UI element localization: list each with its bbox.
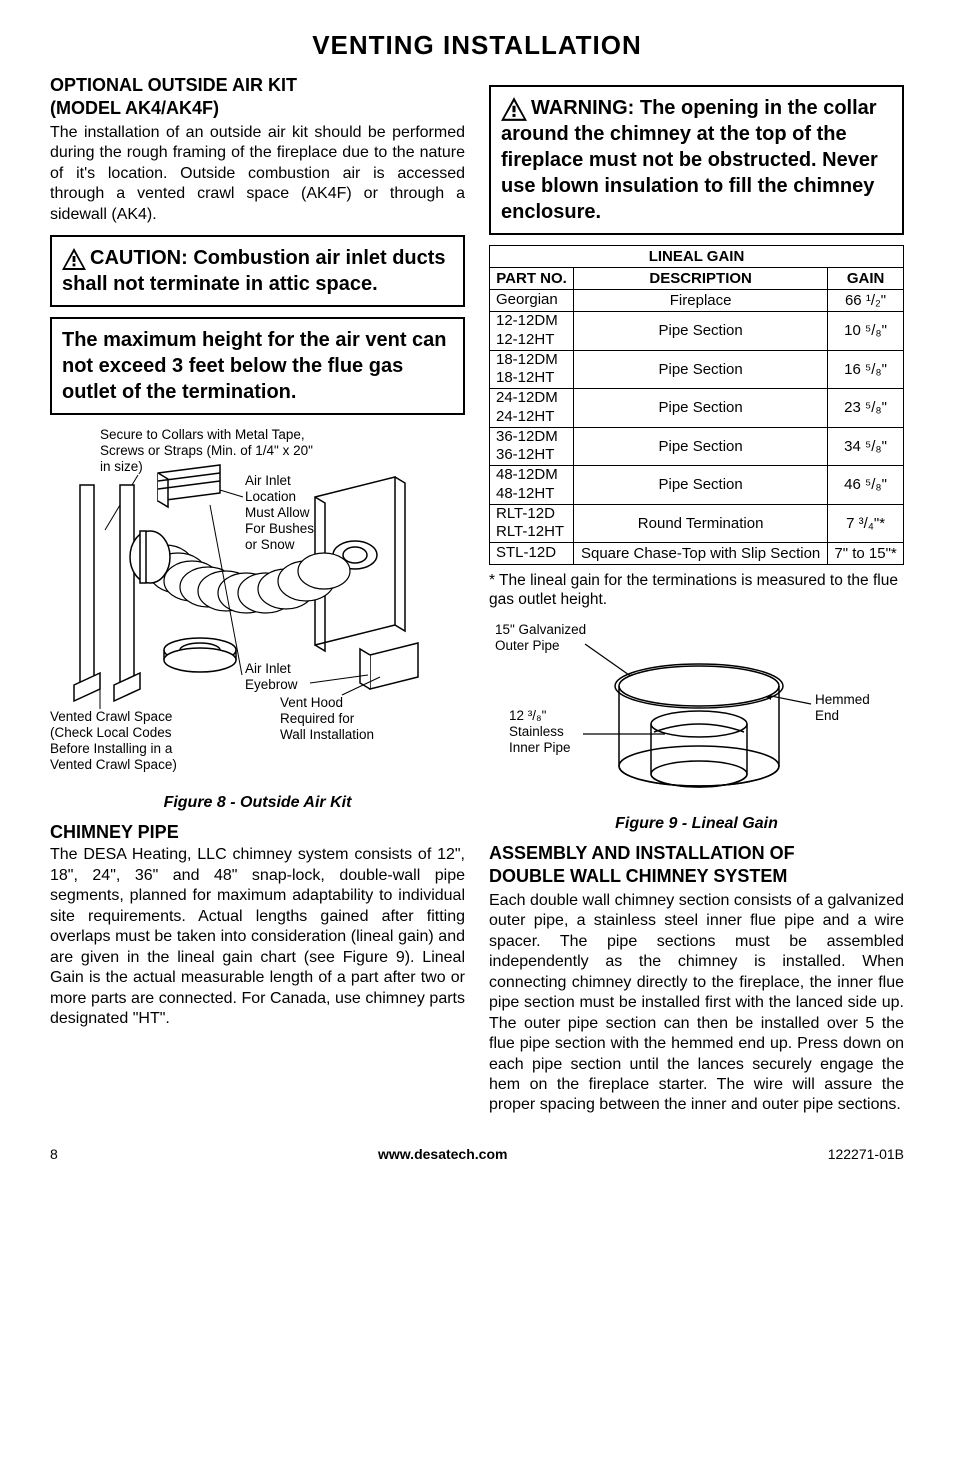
label-inlet-4: For Bushes <box>245 521 314 536</box>
label-vent-3: Wall Installation <box>280 727 374 742</box>
table-cell-gain: 7" to 15"* <box>828 543 904 565</box>
table-cell-description: Pipe Section <box>574 466 828 505</box>
warning-icon <box>62 248 86 270</box>
table-cell-partno: 18-12DM18-12HT <box>490 350 574 389</box>
label-crawl-2: (Check Local Codes <box>50 725 172 740</box>
table-row: 48-12DM48-12HTPipe Section46 ⁵/₈" <box>490 466 904 505</box>
label-vent-2: Required for <box>280 711 355 726</box>
table-row: GeorgianFireplace66 ¹/₂" <box>490 290 904 312</box>
label-inlet-5: or Snow <box>245 537 295 552</box>
warning-text: WARNING: The opening in the collar aroun… <box>501 97 878 223</box>
label-crawl-3: Before Installing in a <box>50 741 173 756</box>
caution-text: CAUTION: Combustion air inlet ducts shal… <box>62 247 446 295</box>
table-cell-partno: RLT-12DRLT-12HT <box>490 504 574 543</box>
table-cell-description: Pipe Section <box>574 312 828 351</box>
table-cell-description: Square Chase-Top with Slip Section <box>574 543 828 565</box>
table-row: RLT-12DRLT-12HTRound Termination7 ³/₄"* <box>490 504 904 543</box>
page-title: VENTING INSTALLATION <box>50 30 904 61</box>
table-cell-gain: 7 ³/₄"* <box>828 504 904 543</box>
label-inlet-3: Must Allow <box>245 505 310 520</box>
table-cell-description: Pipe Section <box>574 389 828 428</box>
label-eyebrow-2: Eyebrow <box>245 677 298 692</box>
label-hemmed-1: Hemmed <box>815 692 870 707</box>
footer-doc-number: 122271-01B <box>828 1146 904 1162</box>
table-cell-gain: 34 ⁵/₈" <box>828 427 904 466</box>
kit-intro-text: The installation of an outside air kit s… <box>50 123 465 225</box>
footer: 8 www.desatech.com 122271-01B <box>50 1146 904 1162</box>
label-secure-3: in size) <box>100 459 143 474</box>
max-height-text: The maximum height for the air vent can … <box>62 329 447 403</box>
table-cell-gain: 66 ¹/₂" <box>828 290 904 312</box>
caution-box: CAUTION: Combustion air inlet ducts shal… <box>50 235 465 307</box>
table-header: PART NO. <box>490 268 574 290</box>
table-cell-partno: 24-12DM24-12HT <box>490 389 574 428</box>
label-inner-2: Stainless <box>509 724 564 739</box>
right-column: WARNING: The opening in the collar aroun… <box>489 75 904 1116</box>
label-secure-2: Screws or Straps (Min. of 1/4" x 20" <box>100 443 313 458</box>
label-inlet-1: Air Inlet <box>245 473 291 488</box>
table-title: LINEAL GAIN <box>490 246 904 268</box>
label-vent-1: Vent Hood <box>280 695 343 710</box>
table-row: 24-12DM24-12HTPipe Section23 ⁵/₈" <box>490 389 904 428</box>
table-header: GAIN <box>828 268 904 290</box>
table-header: DESCRIPTION <box>574 268 828 290</box>
table-cell-partno: 36-12DM36-12HT <box>490 427 574 466</box>
label-inner-3: Inner Pipe <box>509 740 571 755</box>
assembly-text: Each double wall chimney section consist… <box>489 891 904 1116</box>
figure-9-diagram: 15" Galvanized Outer Pipe 12 ³/₈" Stainl… <box>489 616 904 811</box>
label-inner-1: 12 ³/₈" <box>509 708 547 723</box>
fig9-caption: Figure 9 - Lineal Gain <box>489 815 904 833</box>
max-height-box: The maximum height for the air vent can … <box>50 317 465 415</box>
chimney-text: The DESA Heating, LLC chimney system con… <box>50 845 465 1029</box>
left-column: OPTIONAL OUTSIDE AIR KIT (MODEL AK4/AK4F… <box>50 75 465 1116</box>
lineal-gain-table: LINEAL GAINPART NO.DESCRIPTIONGAINGeorgi… <box>489 245 904 565</box>
table-cell-gain: 46 ⁵/₈" <box>828 466 904 505</box>
table-footnote: * The lineal gain for the terminations i… <box>489 571 904 610</box>
table-cell-gain: 10 ⁵/₈" <box>828 312 904 351</box>
table-row: 18-12DM18-12HTPipe Section16 ⁵/₈" <box>490 350 904 389</box>
assembly-heading-1: ASSEMBLY AND INSTALLATION OF <box>489 843 904 864</box>
footer-url: www.desatech.com <box>378 1146 507 1162</box>
table-row: STL-12DSquare Chase-Top with Slip Sectio… <box>490 543 904 565</box>
table-cell-description: Pipe Section <box>574 350 828 389</box>
kit-heading-line2: (MODEL AK4/AK4F) <box>50 98 465 119</box>
table-row: 36-12DM36-12HTPipe Section34 ⁵/₈" <box>490 427 904 466</box>
label-outer-1: 15" Galvanized <box>495 622 586 637</box>
warning-box: WARNING: The opening in the collar aroun… <box>489 85 904 235</box>
fig8-caption: Figure 8 - Outside Air Kit <box>50 794 465 812</box>
table-cell-description: Fireplace <box>574 290 828 312</box>
table-cell-partno: STL-12D <box>490 543 574 565</box>
figure-8-diagram: Secure to Collars with Metal Tape, Screw… <box>50 425 465 790</box>
kit-heading-line1: OPTIONAL OUTSIDE AIR KIT <box>50 75 465 96</box>
chimney-heading: CHIMNEY PIPE <box>50 822 465 843</box>
label-secure: Secure to Collars with Metal Tape, <box>100 427 305 442</box>
table-cell-partno: 12-12DM12-12HT <box>490 312 574 351</box>
label-crawl-1: Vented Crawl Space <box>50 709 172 724</box>
footer-page-number: 8 <box>50 1146 58 1162</box>
table-cell-partno: 48-12DM48-12HT <box>490 466 574 505</box>
table-cell-gain: 23 ⁵/₈" <box>828 389 904 428</box>
label-crawl-4: Vented Crawl Space) <box>50 757 177 772</box>
table-cell-description: Pipe Section <box>574 427 828 466</box>
label-eyebrow-1: Air Inlet <box>245 661 291 676</box>
table-row: 12-12DM12-12HTPipe Section10 ⁵/₈" <box>490 312 904 351</box>
label-inlet-2: Location <box>245 489 296 504</box>
warning-icon <box>501 97 527 121</box>
label-outer-2: Outer Pipe <box>495 638 560 653</box>
label-hemmed-2: End <box>815 708 839 723</box>
assembly-heading-2: DOUBLE WALL CHIMNEY SYSTEM <box>489 866 904 887</box>
table-cell-gain: 16 ⁵/₈" <box>828 350 904 389</box>
table-cell-partno: Georgian <box>490 290 574 312</box>
table-cell-description: Round Termination <box>574 504 828 543</box>
